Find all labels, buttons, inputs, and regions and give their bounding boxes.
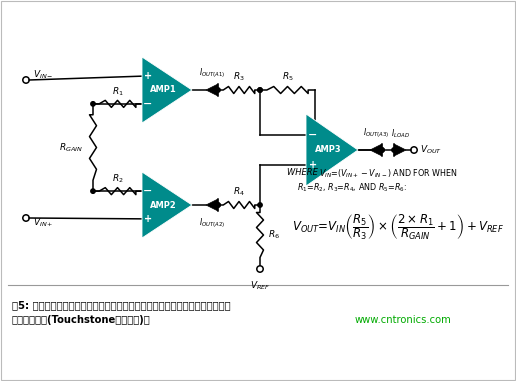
Text: $I_{LOAD}$: $I_{LOAD}$ bbox=[391, 128, 410, 140]
Text: $R_2$: $R_2$ bbox=[111, 173, 123, 185]
Text: $V_{REF}$: $V_{REF}$ bbox=[250, 279, 270, 291]
Polygon shape bbox=[394, 144, 406, 156]
Circle shape bbox=[91, 189, 95, 193]
Circle shape bbox=[380, 148, 384, 152]
Text: $R_4$: $R_4$ bbox=[233, 186, 245, 198]
Text: $R_6$: $R_6$ bbox=[268, 229, 280, 241]
Text: +: + bbox=[309, 160, 317, 170]
Polygon shape bbox=[206, 84, 218, 96]
Text: −: − bbox=[143, 99, 153, 109]
Text: www.cntronics.com: www.cntronics.com bbox=[355, 315, 452, 325]
Text: $V_{OUT}$: $V_{OUT}$ bbox=[420, 144, 442, 156]
Text: +: + bbox=[144, 214, 152, 224]
Text: $V_{IN-}$: $V_{IN-}$ bbox=[33, 69, 54, 81]
Text: $V_{IN}$=$(V_{IN+}-V_{IN-})$ AND FOR WHEN: $V_{IN}$=$(V_{IN+}-V_{IN-})$ AND FOR WHE… bbox=[319, 168, 458, 181]
Circle shape bbox=[91, 102, 95, 106]
Circle shape bbox=[380, 148, 384, 152]
Polygon shape bbox=[306, 114, 358, 186]
Circle shape bbox=[258, 88, 262, 92]
Circle shape bbox=[216, 88, 220, 92]
Circle shape bbox=[216, 203, 220, 207]
Text: $R_3$: $R_3$ bbox=[233, 70, 245, 83]
Polygon shape bbox=[142, 172, 192, 238]
Text: WHERE: WHERE bbox=[287, 168, 320, 177]
Text: $I_{OUT(A1)}$: $I_{OUT(A1)}$ bbox=[199, 66, 225, 80]
Polygon shape bbox=[142, 57, 192, 123]
Text: −: − bbox=[309, 130, 318, 140]
Polygon shape bbox=[370, 144, 382, 156]
Text: $V_{OUT}$=$V_{IN}\left(\dfrac{R_5}{R_3}\right)\times\left(\dfrac{2\times R_1}{R_: $V_{OUT}$=$V_{IN}\left(\dfrac{R_5}{R_3}\… bbox=[292, 212, 504, 242]
Text: AMP3: AMP3 bbox=[315, 146, 341, 155]
Text: $I_{OUT(A2)}$: $I_{OUT(A2)}$ bbox=[199, 216, 225, 230]
Text: 个仪表放大器(Touchstone公司提供)。: 个仪表放大器(Touchstone公司提供)。 bbox=[12, 315, 151, 325]
Text: AMP2: AMP2 bbox=[150, 200, 176, 210]
Text: $R_1$: $R_1$ bbox=[111, 85, 123, 98]
Circle shape bbox=[216, 203, 220, 207]
Polygon shape bbox=[206, 199, 218, 211]
Text: 图5: 如果理解了某些运放参数并正确使用，就可以以用三只单电源运放配置成一: 图5: 如果理解了某些运放参数并正确使用，就可以以用三只单电源运放配置成一 bbox=[12, 300, 231, 310]
Text: −: − bbox=[143, 186, 153, 196]
Text: $V_{IN+}$: $V_{IN+}$ bbox=[33, 217, 54, 229]
Text: AMP1: AMP1 bbox=[150, 85, 176, 94]
Text: $R_{GAIN}$: $R_{GAIN}$ bbox=[59, 141, 83, 154]
Circle shape bbox=[258, 203, 262, 207]
Circle shape bbox=[392, 148, 396, 152]
Circle shape bbox=[258, 88, 262, 92]
Text: $R_1$=$R_2$, $R_3$=$R_4$, AND $R_5$=$R_6$:: $R_1$=$R_2$, $R_3$=$R_4$, AND $R_5$=$R_6… bbox=[297, 182, 407, 194]
Text: $I_{OUT(A3)}$: $I_{OUT(A3)}$ bbox=[363, 126, 389, 140]
Text: +: + bbox=[144, 71, 152, 81]
Text: $R_5$: $R_5$ bbox=[282, 70, 294, 83]
